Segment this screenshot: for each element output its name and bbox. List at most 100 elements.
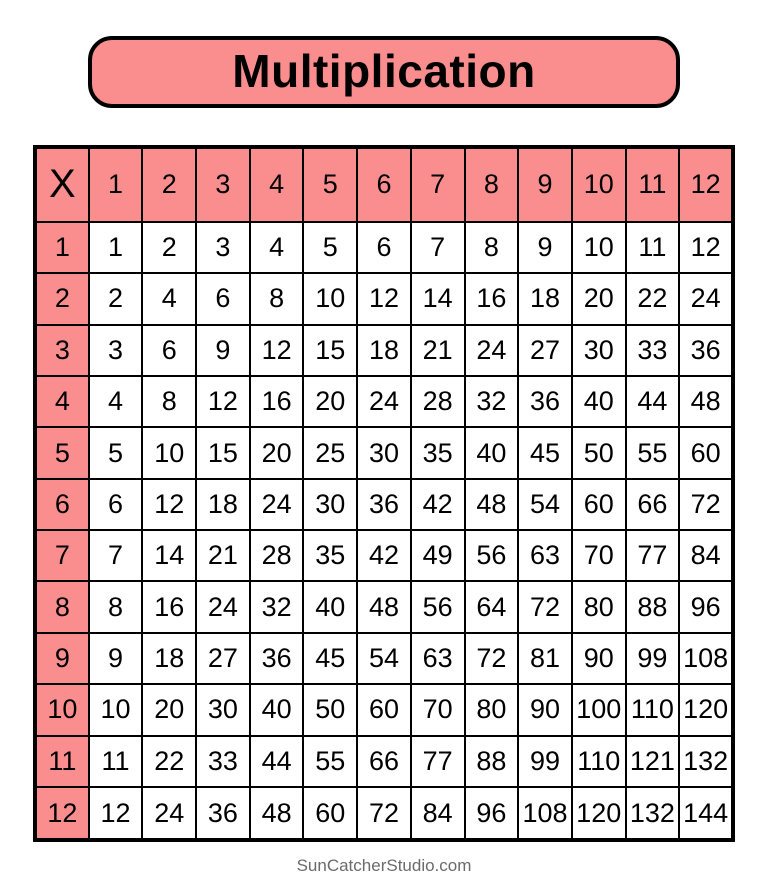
product-cell-2x7: 14 <box>409 272 466 326</box>
product-cell-10x11: 110 <box>624 683 681 737</box>
product-cell-10x3: 30 <box>195 683 251 737</box>
product-cell-8x4: 32 <box>248 580 305 634</box>
product-cell-6x9: 54 <box>517 477 573 532</box>
product-cell-5x8: 40 <box>463 426 520 480</box>
product-cell-6x8: 48 <box>463 477 520 532</box>
table-row-10: 10 10 20 30 40 50 60 70 80 90 100 110 120 <box>34 683 734 737</box>
product-cell-12x2: 24 <box>141 786 198 841</box>
product-cell-12x4: 48 <box>248 786 305 841</box>
product-cell-2x8: 16 <box>463 272 520 326</box>
product-cell-11x9: 99 <box>517 734 573 789</box>
product-cell-4x4: 16 <box>248 374 305 429</box>
product-cell-7x6: 42 <box>356 529 412 583</box>
product-cell-11x8: 88 <box>463 734 520 789</box>
product-cell-5x11: 55 <box>624 426 681 480</box>
product-cell-5x3: 15 <box>195 426 251 480</box>
product-cell-8x7: 56 <box>409 580 466 634</box>
product-cell-1x6: 6 <box>356 220 412 275</box>
multiplication-table-body: X 1 2 3 4 5 6 7 8 9 10 11 12 1 1 2 3 4 5 6 7 8 9 10 11 12 2 2 4 6 8 10 1… <box>34 146 734 841</box>
product-cell-11x1: 11 <box>87 734 144 789</box>
col-header-4: 4 <box>248 146 305 223</box>
product-cell-10x5: 50 <box>302 683 359 737</box>
product-cell-4x3: 12 <box>195 374 251 429</box>
row-header-7: 7 <box>34 529 90 583</box>
row-header-8: 8 <box>34 580 90 634</box>
product-cell-10x2: 20 <box>141 683 198 737</box>
product-cell-7x1: 7 <box>87 529 144 583</box>
table-row-9: 9 9 18 27 36 45 54 63 72 81 90 99 108 <box>34 631 734 686</box>
product-cell-10x4: 40 <box>248 683 305 737</box>
product-cell-1x1: 1 <box>87 220 144 275</box>
product-cell-10x7: 70 <box>409 683 466 737</box>
product-cell-8x12: 96 <box>678 580 734 634</box>
product-cell-12x9: 108 <box>517 786 573 841</box>
row-header-10: 10 <box>34 683 90 737</box>
multiplication-table: X 1 2 3 4 5 6 7 8 9 10 11 12 1 1 2 3 4 5 6 7 8 9 10 11 12 2 2 4 6 8 10 1… <box>33 145 735 842</box>
product-cell-3x12: 36 <box>678 323 734 377</box>
product-cell-12x11: 132 <box>624 786 681 841</box>
product-cell-6x5: 30 <box>302 477 359 532</box>
row-header-5: 5 <box>34 426 90 480</box>
product-cell-8x9: 72 <box>517 580 573 634</box>
product-cell-2x10: 20 <box>570 272 627 326</box>
col-header-3: 3 <box>195 146 251 223</box>
product-cell-10x10: 100 <box>570 683 627 737</box>
product-cell-11x12: 132 <box>678 734 734 789</box>
product-cell-6x6: 36 <box>356 477 412 532</box>
product-cell-6x11: 66 <box>624 477 681 532</box>
product-cell-9x9: 81 <box>517 631 573 686</box>
product-cell-10x12: 120 <box>678 683 734 737</box>
product-cell-9x4: 36 <box>248 631 305 686</box>
product-cell-10x1: 10 <box>87 683 144 737</box>
product-cell-5x6: 30 <box>356 426 412 480</box>
product-cell-5x4: 20 <box>248 426 305 480</box>
product-cell-3x8: 24 <box>463 323 520 377</box>
product-cell-6x10: 60 <box>570 477 627 532</box>
product-cell-12x12: 144 <box>678 786 734 841</box>
product-cell-8x5: 40 <box>302 580 359 634</box>
product-cell-10x6: 60 <box>356 683 412 737</box>
product-cell-11x3: 33 <box>195 734 251 789</box>
product-cell-9x8: 72 <box>463 631 520 686</box>
product-cell-9x11: 99 <box>624 631 681 686</box>
product-cell-10x9: 90 <box>517 683 573 737</box>
product-cell-5x9: 45 <box>517 426 573 480</box>
product-cell-9x2: 18 <box>141 631 198 686</box>
product-cell-7x3: 21 <box>195 529 251 583</box>
product-cell-5x5: 25 <box>302 426 359 480</box>
product-cell-2x3: 6 <box>195 272 251 326</box>
col-header-8: 8 <box>463 146 520 223</box>
product-cell-3x3: 9 <box>195 323 251 377</box>
product-cell-9x3: 27 <box>195 631 251 686</box>
product-cell-3x4: 12 <box>248 323 305 377</box>
product-cell-11x10: 110 <box>570 734 627 789</box>
product-cell-3x11: 33 <box>624 323 681 377</box>
col-header-2: 2 <box>141 146 198 223</box>
product-cell-4x9: 36 <box>517 374 573 429</box>
product-cell-9x6: 54 <box>356 631 412 686</box>
col-header-5: 5 <box>302 146 359 223</box>
product-cell-1x2: 2 <box>141 220 198 275</box>
row-header-4: 4 <box>34 374 90 429</box>
product-cell-7x4: 28 <box>248 529 305 583</box>
row-header-2: 2 <box>34 272 90 326</box>
product-cell-7x5: 35 <box>302 529 359 583</box>
product-cell-2x4: 8 <box>248 272 305 326</box>
col-header-9: 9 <box>517 146 573 223</box>
product-cell-10x8: 80 <box>463 683 520 737</box>
product-cell-7x2: 14 <box>141 529 198 583</box>
product-cell-11x11: 121 <box>624 734 681 789</box>
product-cell-7x7: 49 <box>409 529 466 583</box>
table-row-2: 2 2 4 6 8 10 12 14 16 18 20 22 24 <box>34 272 734 326</box>
col-header-1: 1 <box>87 146 144 223</box>
product-cell-3x9: 27 <box>517 323 573 377</box>
product-cell-4x5: 20 <box>302 374 359 429</box>
product-cell-7x10: 70 <box>570 529 627 583</box>
product-cell-11x2: 22 <box>141 734 198 789</box>
product-cell-3x6: 18 <box>356 323 412 377</box>
footer-credit: SunCatcherStudio.com <box>296 856 472 875</box>
product-cell-7x9: 63 <box>517 529 573 583</box>
product-cell-12x1: 12 <box>87 786 144 841</box>
product-cell-11x4: 44 <box>248 734 305 789</box>
product-cell-2x11: 22 <box>624 272 681 326</box>
